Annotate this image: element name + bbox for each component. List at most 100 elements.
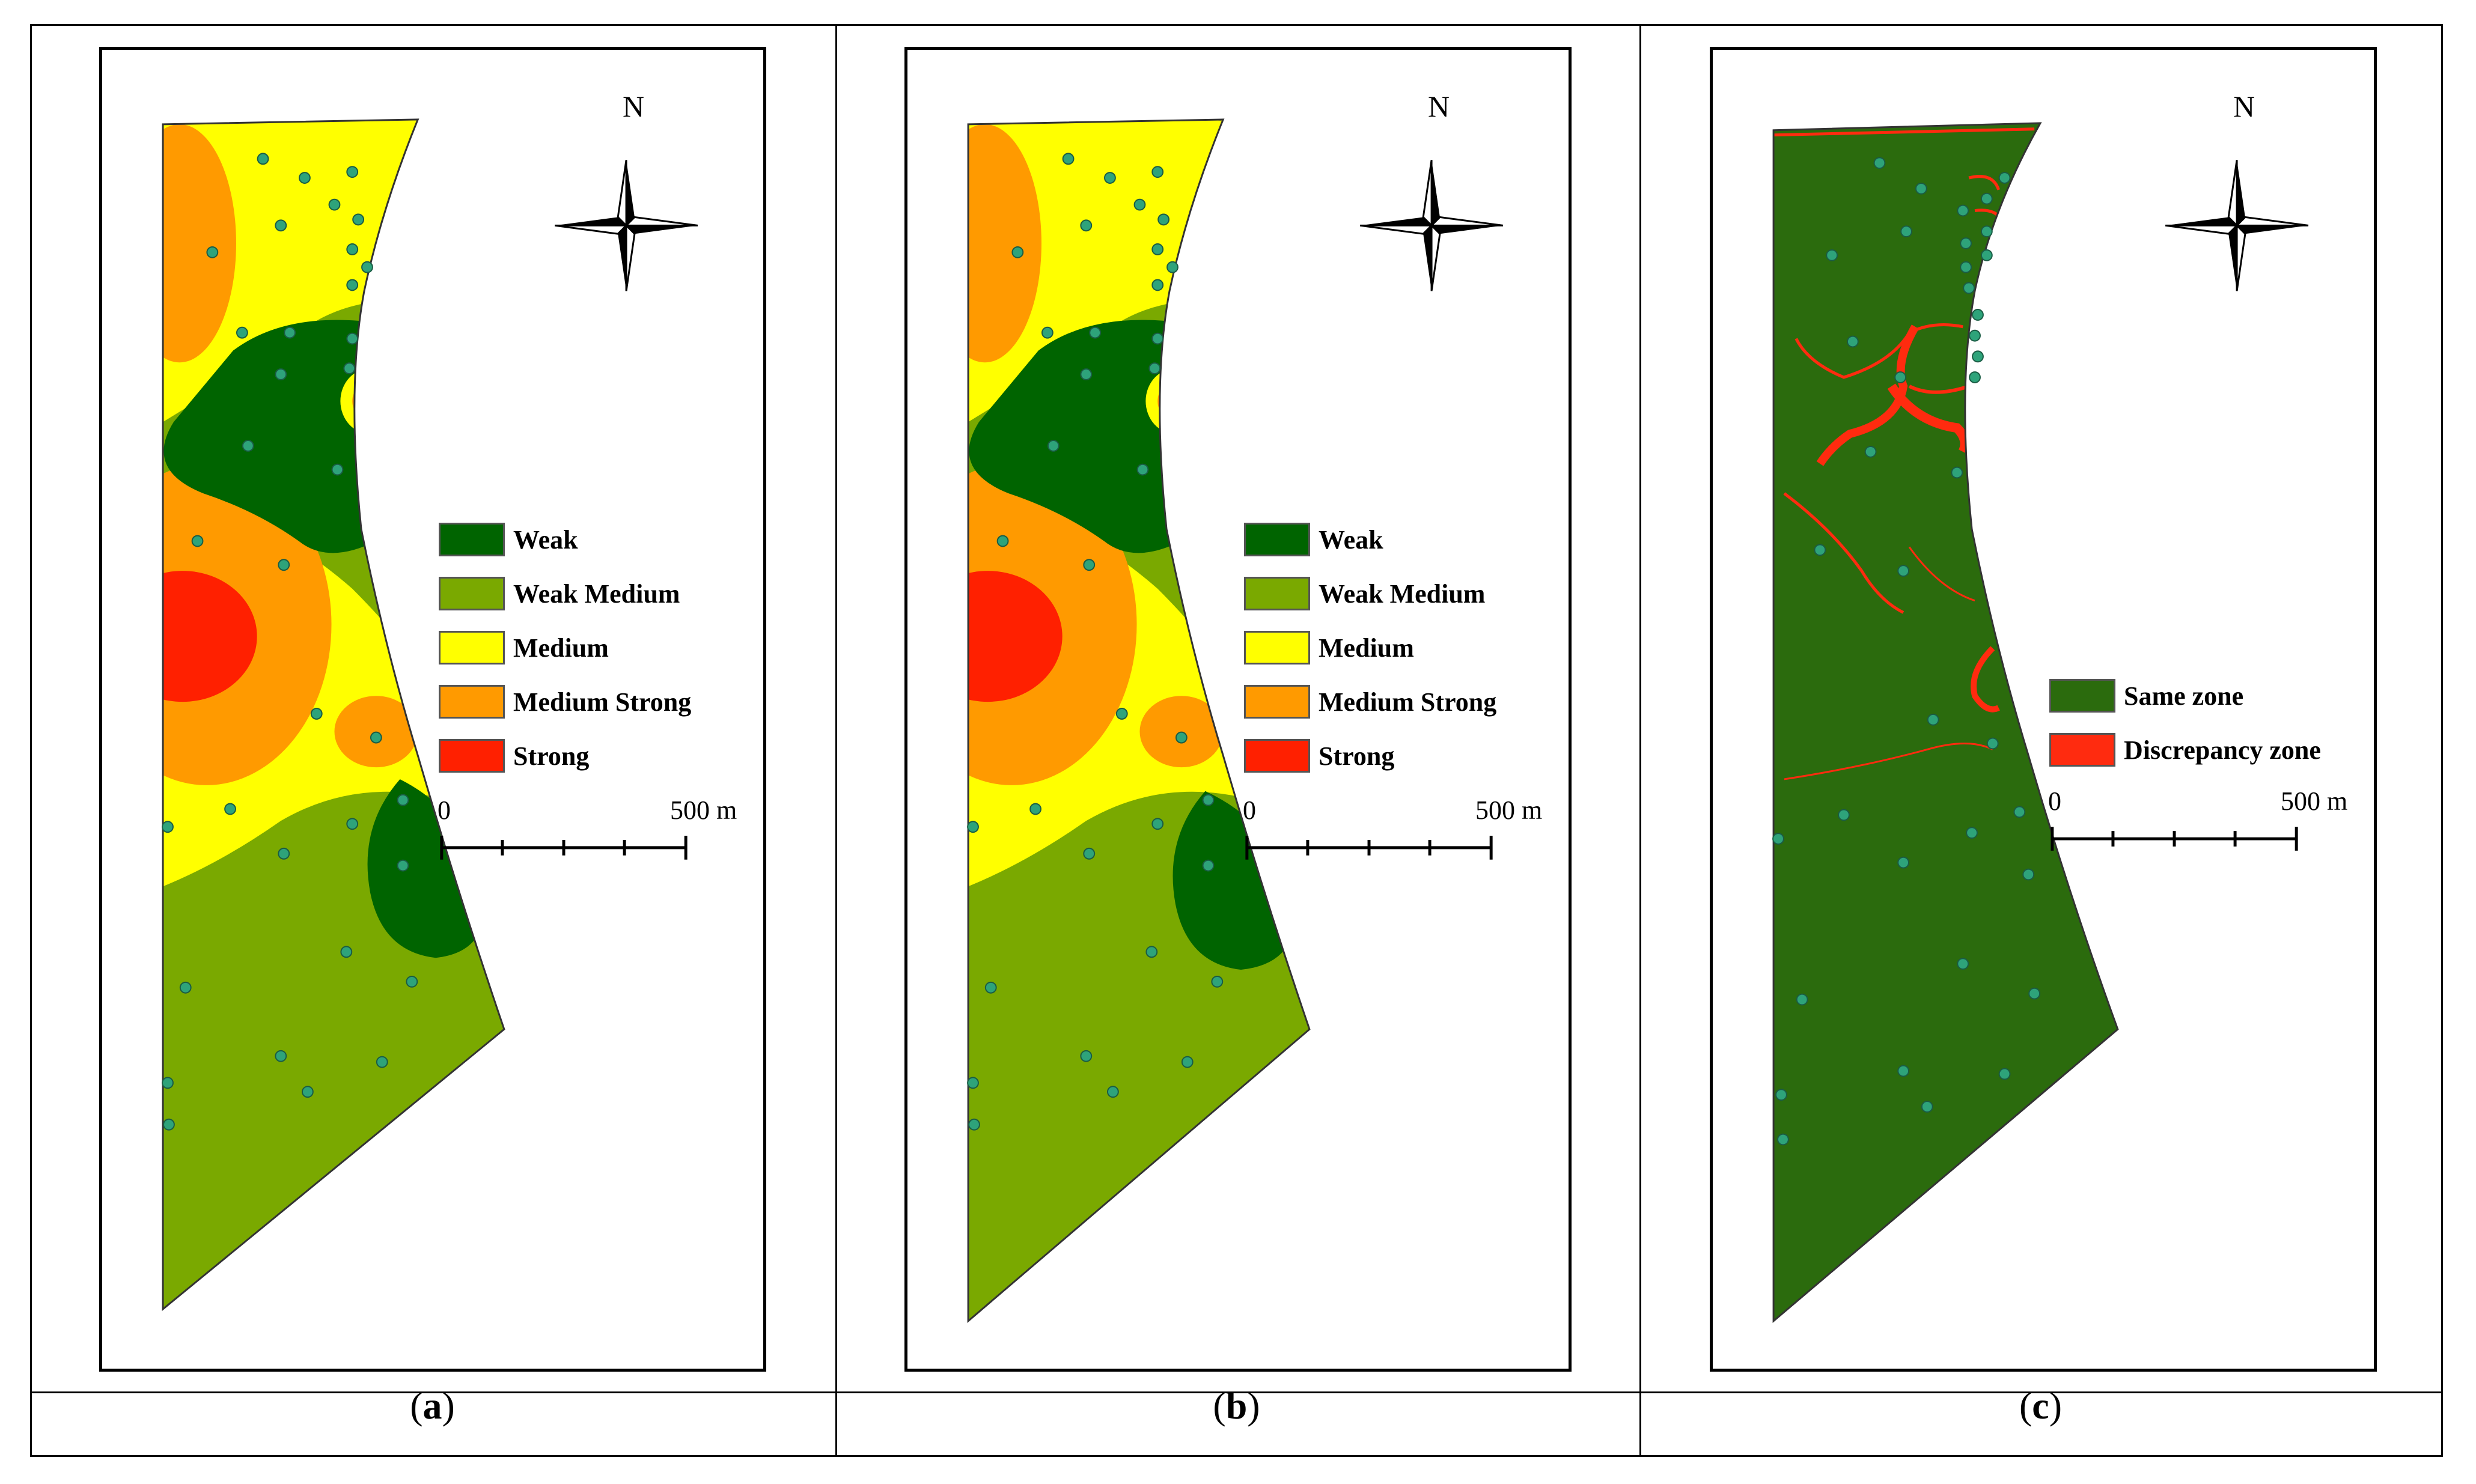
legend-swatch (1244, 523, 1310, 556)
scale-end-label: 500 m (1475, 795, 1543, 825)
sample-point (206, 246, 219, 258)
caption-letter: c (2032, 1384, 2049, 1427)
discrepancy-zone (1971, 646, 2000, 713)
sample-point (1106, 1086, 1119, 1098)
legend-swatch (1244, 631, 1310, 664)
sample-point (1777, 1133, 1789, 1146)
column-divider (1639, 26, 1641, 1455)
discrepancy-zone (1816, 324, 1919, 466)
sample-point (242, 440, 254, 452)
study-area-boundary-c (1772, 122, 2119, 1323)
map-canvas-c (1772, 122, 2309, 1323)
scale-end-label: 500 m (2281, 786, 2348, 816)
caption-a: (a) (31, 1382, 834, 1430)
zone-medium-pocket (340, 368, 400, 434)
legend-swatch (439, 685, 505, 719)
sample-point (343, 362, 356, 375)
sample-point (1927, 713, 1939, 726)
north-arrow-icon (1359, 160, 1504, 291)
scale-end-label: 500 m (670, 795, 737, 825)
sample-point (191, 535, 204, 547)
sample-point (1966, 827, 1978, 839)
sample-point (1115, 708, 1128, 720)
sample-point (275, 368, 287, 380)
legend-swatch (1244, 577, 1310, 610)
map-panel-a: N Weak Weak Medium Medium Medium Strong … (99, 47, 766, 1372)
caption-paren-open: ( (1213, 1384, 1226, 1427)
caption-paren-close: ) (2049, 1384, 2063, 1427)
legend-label: Medium Strong (513, 687, 692, 717)
sample-point (1772, 833, 1784, 845)
caption-b: (b) (835, 1382, 1638, 1430)
discrepancy-zone (1908, 546, 1975, 602)
scale-start-label: 0 (1243, 795, 1256, 825)
sample-point (1998, 172, 2011, 184)
legend-b: Weak Weak Medium Medium Medium Strong St… (1244, 512, 1496, 783)
sample-point (346, 243, 359, 255)
sample-point (1814, 544, 1826, 556)
scale-start-label: 0 (2048, 786, 2061, 816)
caption-paren-close: ) (1247, 1384, 1260, 1427)
sample-point (1089, 326, 1102, 339)
sample-point (236, 326, 248, 339)
zone-medium-strong-east (1139, 696, 1224, 768)
legend-item-weak: Weak (439, 512, 691, 567)
sample-point (1080, 368, 1093, 380)
zone-medium-pocket (1145, 368, 1206, 434)
sample-point (370, 731, 382, 744)
sample-point (1873, 157, 1886, 169)
north-arrow-icon (2165, 160, 2309, 291)
zone-medium-north (968, 119, 1241, 422)
zone-weak-south (1172, 791, 1295, 970)
legend-swatch (1244, 739, 1310, 773)
zone-same (1773, 123, 2118, 1321)
legend-c: Same zone Discrepancy zone (2049, 669, 2321, 777)
sample-point (346, 279, 359, 291)
legend-swatch (439, 523, 505, 556)
caption-row-divider (32, 1391, 2441, 1393)
sample-point (1166, 261, 1179, 273)
sample-point (1796, 993, 1808, 1006)
sample-point (1998, 1068, 2011, 1080)
caption-letter: b (1225, 1384, 1248, 1427)
sample-point (397, 794, 409, 806)
discrepancy-zone (1783, 492, 1904, 614)
map-canvas-b (967, 118, 1504, 1323)
sample-point (1151, 332, 1164, 345)
discrepancy-zone (1908, 385, 1970, 394)
legend-a: Weak Weak Medium Medium Medium Strong St… (439, 512, 691, 783)
legend-label: Weak Medium (1319, 579, 1486, 609)
zone-medium-north (163, 119, 436, 422)
legend-label: Discrepancy zone (2124, 735, 2321, 765)
sample-point (340, 946, 353, 958)
sample-point (162, 1077, 174, 1089)
sample-point (1897, 1065, 1910, 1077)
sample-point (2022, 868, 2035, 881)
sample-points-c (1772, 157, 2041, 1146)
sample-point (397, 859, 409, 872)
zone-weak-north (163, 320, 383, 553)
sample-point (1921, 1101, 1933, 1113)
caption-paren-open: ( (2019, 1384, 2032, 1427)
legend-item-weak: Weak (1244, 512, 1496, 567)
sample-point (376, 1056, 388, 1068)
sample-point (284, 326, 296, 339)
north-label: N (2233, 90, 2255, 123)
sample-point (346, 332, 359, 345)
sample-point (1151, 243, 1164, 255)
zone-weak-north (969, 320, 1189, 553)
caption-c: (c) (1639, 1382, 2442, 1430)
north-arrow-icon (554, 160, 698, 291)
legend-label: Weak (1319, 525, 1383, 555)
scale-bar-c (2051, 827, 2298, 851)
sample-point (1145, 946, 1158, 958)
sample-point (1972, 309, 1984, 321)
sample-point (1041, 326, 1054, 339)
zone-medium-strong-north (163, 124, 236, 363)
map-canvas-a (162, 118, 698, 1312)
legend-label: Medium (1319, 633, 1414, 663)
map-panel-b: N Weak Weak Medium Medium Medium Strong … (904, 47, 1572, 1372)
sample-point (1900, 225, 1912, 238)
sample-point (1986, 737, 1999, 750)
sample-point (346, 818, 359, 830)
